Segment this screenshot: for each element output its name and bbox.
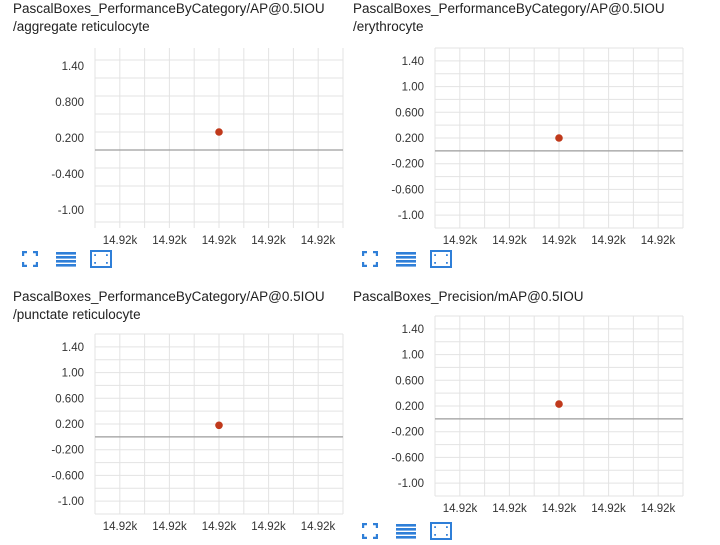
x-tick-label: 14.92k: [492, 235, 527, 247]
y-tick-label: -0.200: [391, 159, 424, 171]
y-tick-label: 1.40: [402, 56, 424, 68]
scatter-chart[interactable]: 1.40 1.00 0.600 0.200 -0.200 -0.600 -1.00 14.92…: [340, 315, 685, 516]
y-tick-label: -0.600: [391, 452, 424, 464]
chart-title-line1: PascalBoxes_PerformanceByCategory/AP@0.5…: [353, 1, 665, 16]
y-tick-label: -0.200: [391, 427, 424, 439]
chart-title: PascalBoxes_PerformanceByCategory/AP@0.5…: [0, 288, 345, 324]
chart-card: PascalBoxes_PerformanceByCategory/AP@0.5…: [0, 288, 345, 535]
y-tick-label: 0.200: [395, 401, 424, 413]
x-tick-label: 14.92k: [301, 521, 336, 533]
y-tick-label: -0.600: [391, 184, 424, 196]
data-point: [555, 134, 563, 142]
chart-title-line2: /aggregate reticulocyte: [13, 19, 150, 34]
chart-title-line1: PascalBoxes_PerformanceByCategory/AP@0.5…: [13, 1, 325, 16]
y-tick-label: -1.00: [398, 210, 424, 222]
x-tick-label: 14.92k: [443, 503, 478, 515]
y-tick-label: 1.40: [402, 324, 424, 336]
y-tick-label: -0.400: [51, 169, 84, 181]
y-tick-label: 1.00: [402, 82, 424, 94]
chart-card: PascalBoxes_PerformanceByCategory/AP@0.5…: [340, 0, 685, 280]
toggle-log-scale-button[interactable]: [396, 250, 430, 272]
y-tick-label: -1.00: [58, 205, 84, 217]
x-tick-label: 14.92k: [202, 235, 237, 247]
x-tick-label: 14.92k: [103, 235, 138, 247]
y-tick-label: 0.600: [395, 107, 424, 119]
x-tick-label: 14.92k: [641, 235, 676, 247]
x-tick-label: 14.92k: [152, 521, 187, 533]
y-tick-label: 1.00: [402, 350, 424, 362]
chart-title: PascalBoxes_PerformanceByCategory/AP@0.5…: [340, 0, 685, 36]
toggle-log-scale-icon: [396, 523, 416, 544]
y-tick-label: 1.40: [62, 61, 84, 73]
zoom-selection-button[interactable]: [430, 521, 464, 545]
y-tick-label: 0.600: [55, 393, 84, 405]
chart-toolbar: [361, 521, 464, 545]
x-tick-label: 14.92k: [542, 235, 577, 247]
x-tick-label: 14.92k: [641, 503, 676, 515]
x-tick-label: 14.92k: [152, 235, 187, 247]
scatter-chart[interactable]: 1.40 0.800 0.200 -0.400 -1.00 14.92k 14.92k 14.…: [0, 48, 345, 248]
chart-title: PascalBoxes_Precision/mAP@0.5IOU: [340, 288, 685, 306]
chart-card: PascalBoxes_PerformanceByCategory/AP@0.5…: [0, 0, 345, 280]
y-tick-label: -1.00: [398, 478, 424, 490]
y-tick-label: -0.600: [51, 470, 84, 482]
zoom-selection-icon: [430, 249, 452, 273]
y-tick-label: 0.200: [55, 133, 84, 145]
x-tick-label: 14.92k: [103, 521, 138, 533]
zoom-selection-button[interactable]: [90, 249, 124, 273]
zoom-selection-icon: [90, 249, 112, 273]
toggle-log-scale-icon: [56, 251, 76, 272]
toggle-log-scale-button[interactable]: [396, 522, 430, 544]
toggle-log-scale-icon: [396, 251, 416, 272]
y-tick-label: 1.40: [62, 342, 84, 354]
chart-title-line2: /punctate reticulocyte: [13, 307, 141, 322]
y-tick-label: 0.200: [55, 419, 84, 431]
fit-domain-icon: [361, 522, 379, 544]
x-tick-label: 14.92k: [542, 503, 577, 515]
y-tick-label: 0.800: [55, 97, 84, 109]
zoom-selection-icon: [430, 521, 452, 545]
y-tick-label: -0.200: [51, 445, 84, 457]
data-point: [215, 421, 223, 430]
zoom-selection-button[interactable]: [430, 249, 464, 273]
chart-card: PascalBoxes_Precision/mAP@0.5IOU 1.40 1.0…: [340, 288, 685, 540]
fit-domain-icon: [361, 250, 379, 272]
chart-title-line2: /erythrocyte: [353, 19, 424, 34]
fit-domain-icon: [21, 250, 39, 272]
y-tick-label: 0.600: [395, 375, 424, 387]
x-tick-label: 14.92k: [492, 503, 527, 515]
scatter-chart[interactable]: 1.40 1.00 0.600 0.200 -0.200 -0.600 -1.00 14.92…: [0, 333, 345, 534]
chart-title-line1: PascalBoxes_Precision/mAP@0.5IOU: [353, 289, 584, 304]
x-tick-label: 14.92k: [202, 521, 237, 533]
x-tick-label: 14.92k: [251, 235, 286, 247]
y-tick-label: -1.00: [58, 496, 84, 508]
toggle-log-scale-button[interactable]: [56, 250, 90, 272]
fit-domain-button[interactable]: [361, 250, 396, 272]
fit-domain-button[interactable]: [21, 250, 56, 272]
data-point: [555, 400, 563, 408]
x-tick-label: 14.92k: [591, 235, 626, 247]
x-tick-label: 14.92k: [301, 235, 336, 247]
chart-toolbar: [21, 249, 124, 273]
y-tick-label: 0.200: [395, 133, 424, 145]
data-point: [215, 128, 223, 136]
chart-title: PascalBoxes_PerformanceByCategory/AP@0.5…: [0, 0, 345, 36]
x-tick-label: 14.92k: [443, 235, 478, 247]
y-tick-label: 1.00: [62, 368, 84, 380]
chart-toolbar: [361, 249, 464, 273]
x-tick-label: 14.92k: [591, 503, 626, 515]
chart-title-line1: PascalBoxes_PerformanceByCategory/AP@0.5…: [13, 289, 325, 304]
fit-domain-button[interactable]: [361, 522, 396, 544]
scatter-chart[interactable]: 1.40 1.00 0.600 0.200 -0.200 -0.600 -1.00 14.92…: [340, 47, 685, 248]
x-tick-label: 14.92k: [251, 521, 286, 533]
